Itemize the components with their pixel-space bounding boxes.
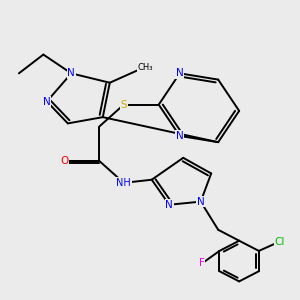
Text: F: F (199, 258, 205, 268)
Text: N: N (43, 97, 51, 106)
Text: CH₃: CH₃ (137, 63, 152, 72)
Text: N: N (176, 131, 184, 141)
Text: S: S (121, 100, 127, 110)
Text: N: N (197, 196, 205, 207)
Text: O: O (60, 156, 68, 166)
Text: N: N (176, 68, 184, 78)
Text: N: N (165, 200, 173, 210)
Text: Cl: Cl (274, 236, 285, 247)
Text: N: N (68, 68, 75, 78)
Text: NH: NH (116, 178, 131, 188)
